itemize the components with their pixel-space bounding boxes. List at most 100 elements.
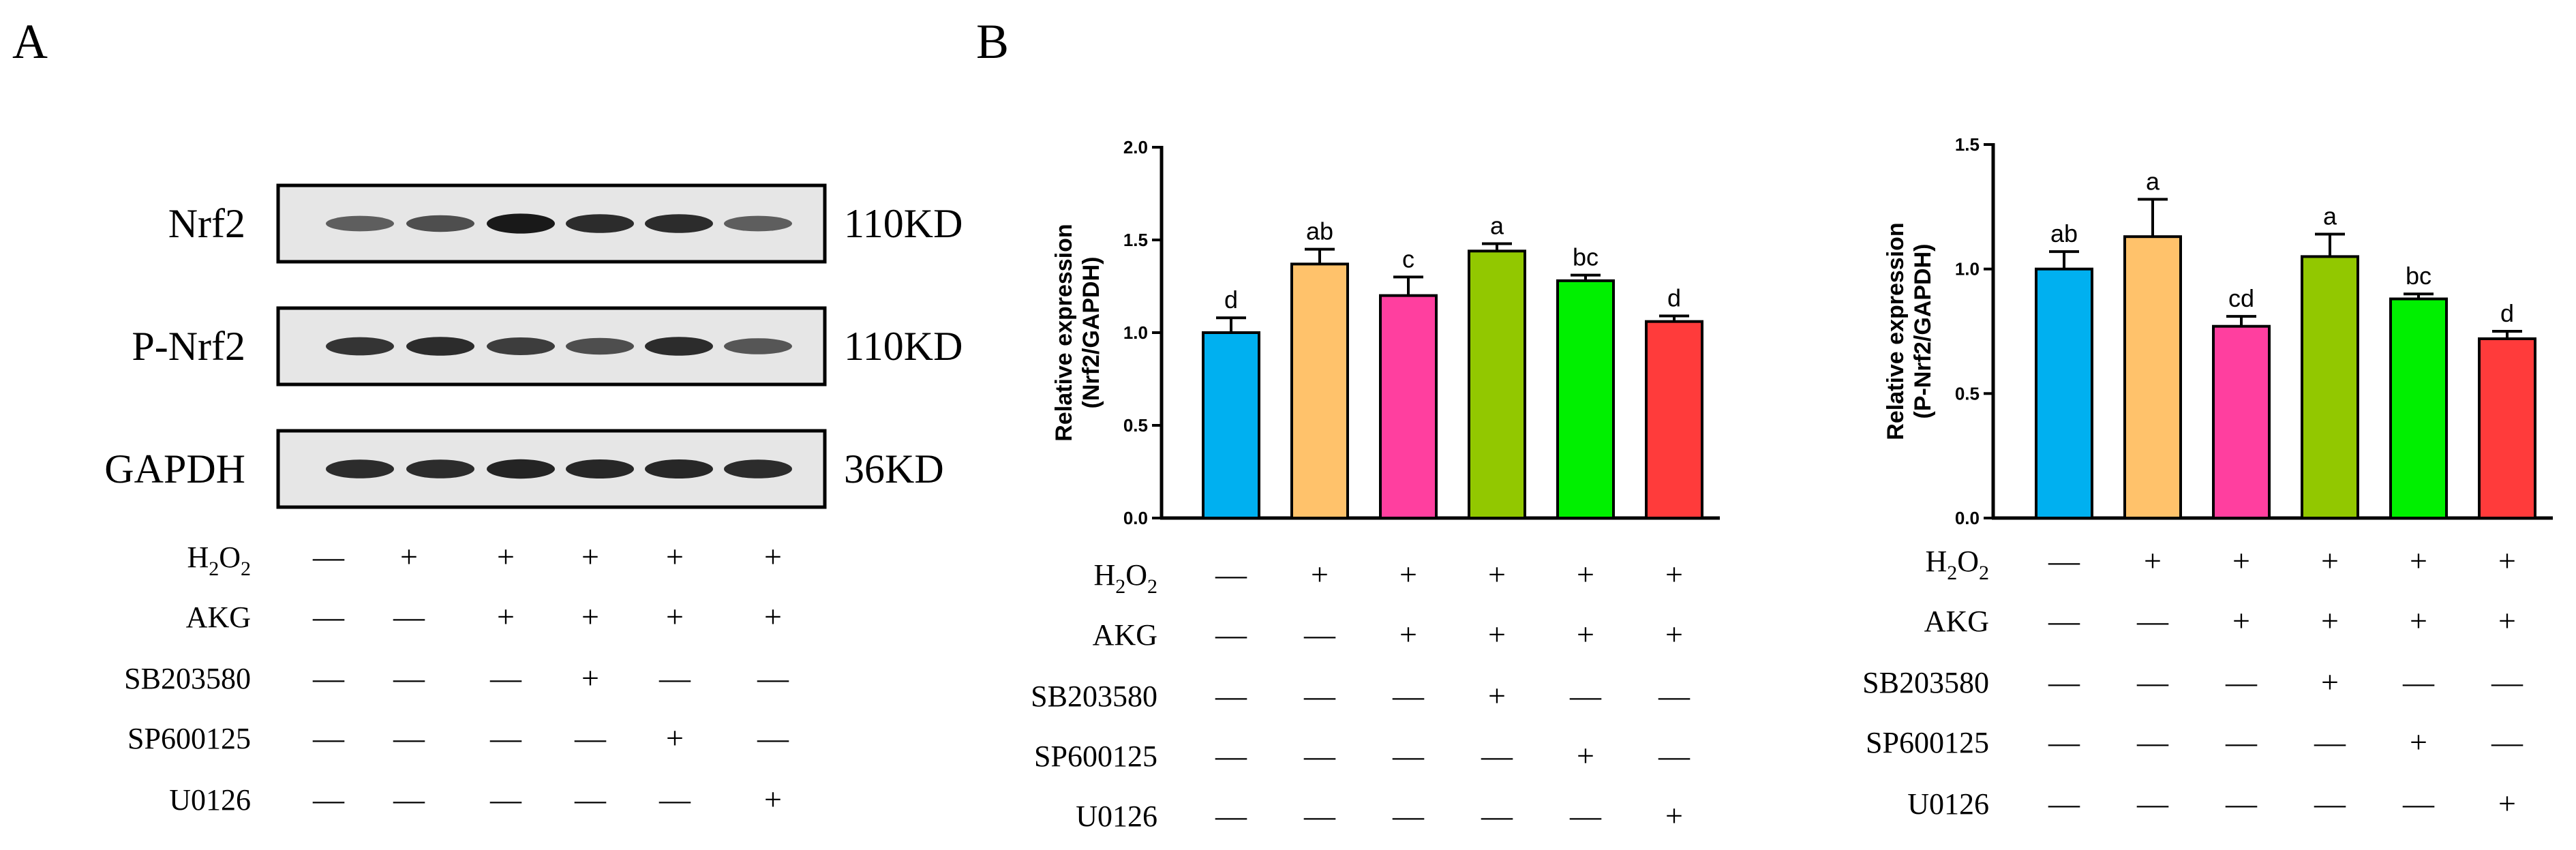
treatment-sign: + (2410, 603, 2427, 638)
blot-band (645, 337, 713, 356)
treatment-sign: — (2225, 725, 2258, 759)
y-axis-label: Relative expression(Nrf2/GAPDH) (1051, 224, 1104, 441)
treatment-sign: + (1577, 557, 1594, 592)
treatment-sign: — (393, 782, 425, 817)
treatment-sign: — (2048, 543, 2080, 578)
bar (2212, 324, 2271, 519)
significance-label: c (1402, 245, 1414, 273)
treatment-sign: + (581, 599, 599, 634)
significance-label: d (1224, 286, 1238, 314)
treatment-sign: — (2136, 725, 2169, 759)
treatment-sign: + (581, 539, 599, 574)
treatment-sign: + (764, 782, 782, 817)
treatment-sign: + (497, 539, 515, 574)
treatment-sign: + (2410, 725, 2427, 759)
treatment-label: SB203580 (124, 662, 251, 695)
treatment-sign: + (2321, 665, 2339, 699)
treatment-sign: + (2498, 603, 2516, 638)
treatment-sign: — (1392, 678, 1425, 713)
blot-label: P-Nrf2 (132, 324, 245, 369)
treatment-sign: — (1658, 678, 1691, 713)
treatment-sign: + (764, 539, 782, 574)
blot-label: Nrf2 (168, 201, 245, 246)
treatment-sign: + (1577, 738, 1594, 773)
y-tick-label: 0.5 (1955, 383, 1980, 404)
treatment-sign: — (312, 782, 345, 817)
treatment-sign: — (1215, 798, 1247, 833)
treatment-sign: — (2314, 725, 2346, 759)
blot-band (724, 215, 792, 232)
treatment-sign: — (2314, 786, 2346, 821)
treatment-sign: — (393, 661, 425, 695)
treatment-sign: + (1665, 798, 1683, 833)
treatment-label: U0126 (169, 783, 251, 817)
treatment-sign: — (1303, 678, 1336, 713)
bar (2301, 255, 2359, 519)
treatment-sign: + (2144, 543, 2162, 578)
treatment-sign: + (1665, 557, 1683, 592)
treatment-sign: + (2321, 543, 2339, 578)
treatment-sign: — (1481, 738, 1513, 773)
significance-label: bc (2406, 262, 2431, 290)
treatment-sign: — (658, 661, 691, 695)
treatment-sign: — (757, 720, 789, 755)
treatment-sign: + (1311, 557, 1329, 592)
y-tick-label: 1.5 (1123, 230, 1148, 250)
significance-label: d (2500, 299, 2514, 327)
treatment-sign: — (1392, 738, 1425, 773)
y-tick-label: 2.0 (1123, 137, 1148, 157)
y-tick-label: 1.0 (1955, 259, 1980, 279)
bar (1645, 320, 1703, 519)
treatment-sign: — (1303, 617, 1336, 652)
bar (2389, 297, 2448, 519)
treatment-label: H2O2 (1925, 545, 1989, 584)
treatment-sign: + (400, 539, 418, 574)
treatment-sign: — (2225, 786, 2258, 821)
significance-label: a (2323, 202, 2337, 230)
treatment-sign: — (1215, 738, 1247, 773)
significance-label: cd (2228, 284, 2254, 312)
blot-band (406, 215, 474, 232)
treatment-table-a: H2O2 — + + + + + AKG — — + + + + SB203580 — — — + — — SP60012… (124, 539, 789, 817)
blot-band (326, 337, 394, 356)
bar (1556, 279, 1615, 519)
treatment-label: U0126 (1907, 787, 1989, 821)
bar (2478, 337, 2536, 519)
blot-label: GAPDH (104, 446, 245, 491)
treatment-sign: — (757, 661, 789, 695)
treatment-label: SP600125 (1866, 726, 1989, 759)
treatment-sign: — (2136, 786, 2169, 821)
treatment-sign: — (2402, 665, 2435, 699)
treatment-sign: + (666, 539, 684, 574)
treatment-sign: — (1569, 678, 1602, 713)
treatment-sign: — (1481, 798, 1513, 833)
western-blot: Nrf2 110KD P-Nrf2 110KD GAPDH 36KD (104, 183, 963, 509)
treatment-label: H2O2 (1093, 558, 1157, 598)
treatment-sign: + (764, 599, 782, 634)
nrf2-bar-chart: 0.0 0.5 1.0 1.5 2.0 Relative expression(Nrf2/… (1051, 137, 1720, 528)
blot-band (487, 337, 555, 355)
treatment-sign: — (2136, 665, 2169, 699)
treatment-sign: — (1303, 738, 1336, 773)
treatment-sign: — (2048, 603, 2080, 638)
blot-band (566, 214, 634, 233)
blot-band (645, 459, 713, 479)
treatment-sign: + (1399, 617, 1417, 652)
treatment-sign: — (1215, 617, 1247, 652)
treatment-sign: + (497, 599, 515, 634)
treatment-sign: — (2048, 786, 2080, 821)
significance-label: ab (2050, 219, 2078, 247)
blot-band (326, 459, 394, 479)
blot-size-label: 110KD (844, 201, 963, 246)
treatment-sign: + (666, 599, 684, 634)
treatment-sign: + (2232, 603, 2250, 638)
treatment-sign: — (489, 720, 522, 755)
treatment-label: SB203580 (1031, 680, 1157, 713)
y-tick-label: 1.5 (1955, 134, 1980, 155)
treatment-sign: + (666, 720, 684, 755)
blot-band (487, 459, 555, 479)
y-tick-label: 1.0 (1123, 322, 1148, 343)
bar (1290, 262, 1349, 519)
treatment-sign: + (1665, 617, 1683, 652)
treatment-sign: — (1392, 798, 1425, 833)
